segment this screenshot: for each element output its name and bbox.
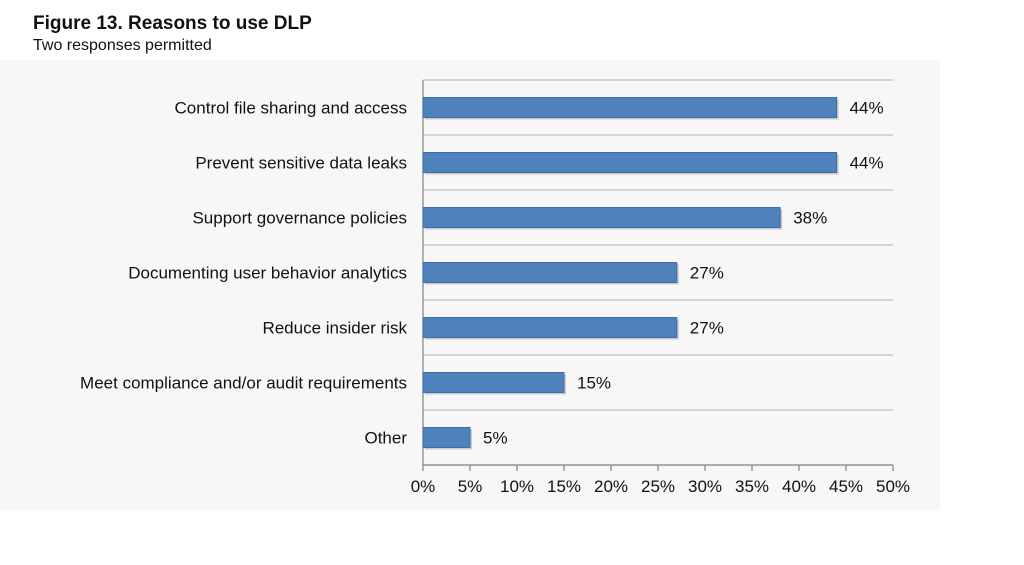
bar-chart: 0% 5% 10% 15% 20% 25% 30% 35% 40% 45% 50% Control f… [80, 79, 910, 496]
value-label: 44% [850, 99, 884, 118]
x-tick-label: 0% [411, 477, 436, 496]
bar [422, 152, 838, 173]
category-label: Other [364, 429, 407, 448]
bar [422, 372, 565, 393]
x-tick-label: 25% [641, 477, 675, 496]
x-tick-label: 5% [458, 477, 483, 496]
value-label: 27% [690, 319, 724, 338]
category-label: Reduce insider risk [262, 319, 407, 338]
value-label: 27% [690, 264, 724, 283]
category-label: Control file sharing and access [175, 99, 407, 118]
chart-panel: 0% 5% 10% 15% 20% 25% 30% 35% 40% 45% 50% Control f… [0, 60, 940, 510]
bar [422, 427, 471, 448]
x-tick-label: 20% [594, 477, 628, 496]
value-label: 5% [483, 429, 508, 448]
figure-subtitle: Two responses permitted [33, 37, 212, 54]
x-tick-label: 40% [782, 477, 816, 496]
category-label: Documenting user behavior analytics [128, 264, 407, 283]
value-label: 44% [850, 154, 884, 173]
bar [422, 262, 678, 283]
x-tick-label: 10% [500, 477, 534, 496]
x-tick-label: 45% [829, 477, 863, 496]
bar [422, 97, 838, 118]
value-label: 38% [793, 209, 827, 228]
x-tick-label: 30% [688, 477, 722, 496]
x-tick-label: 35% [735, 477, 769, 496]
category-label: Support governance policies [192, 209, 407, 228]
value-label: 15% [577, 374, 611, 393]
category-label: Meet compliance and/or audit requirement… [80, 374, 407, 393]
bar [422, 207, 781, 228]
figure-title: Figure 13. Reasons to use DLP [33, 13, 312, 34]
x-tick-label: 15% [547, 477, 581, 496]
x-tick-label: 50% [876, 477, 910, 496]
bar [422, 317, 678, 338]
category-label: Prevent sensitive data leaks [195, 154, 407, 173]
